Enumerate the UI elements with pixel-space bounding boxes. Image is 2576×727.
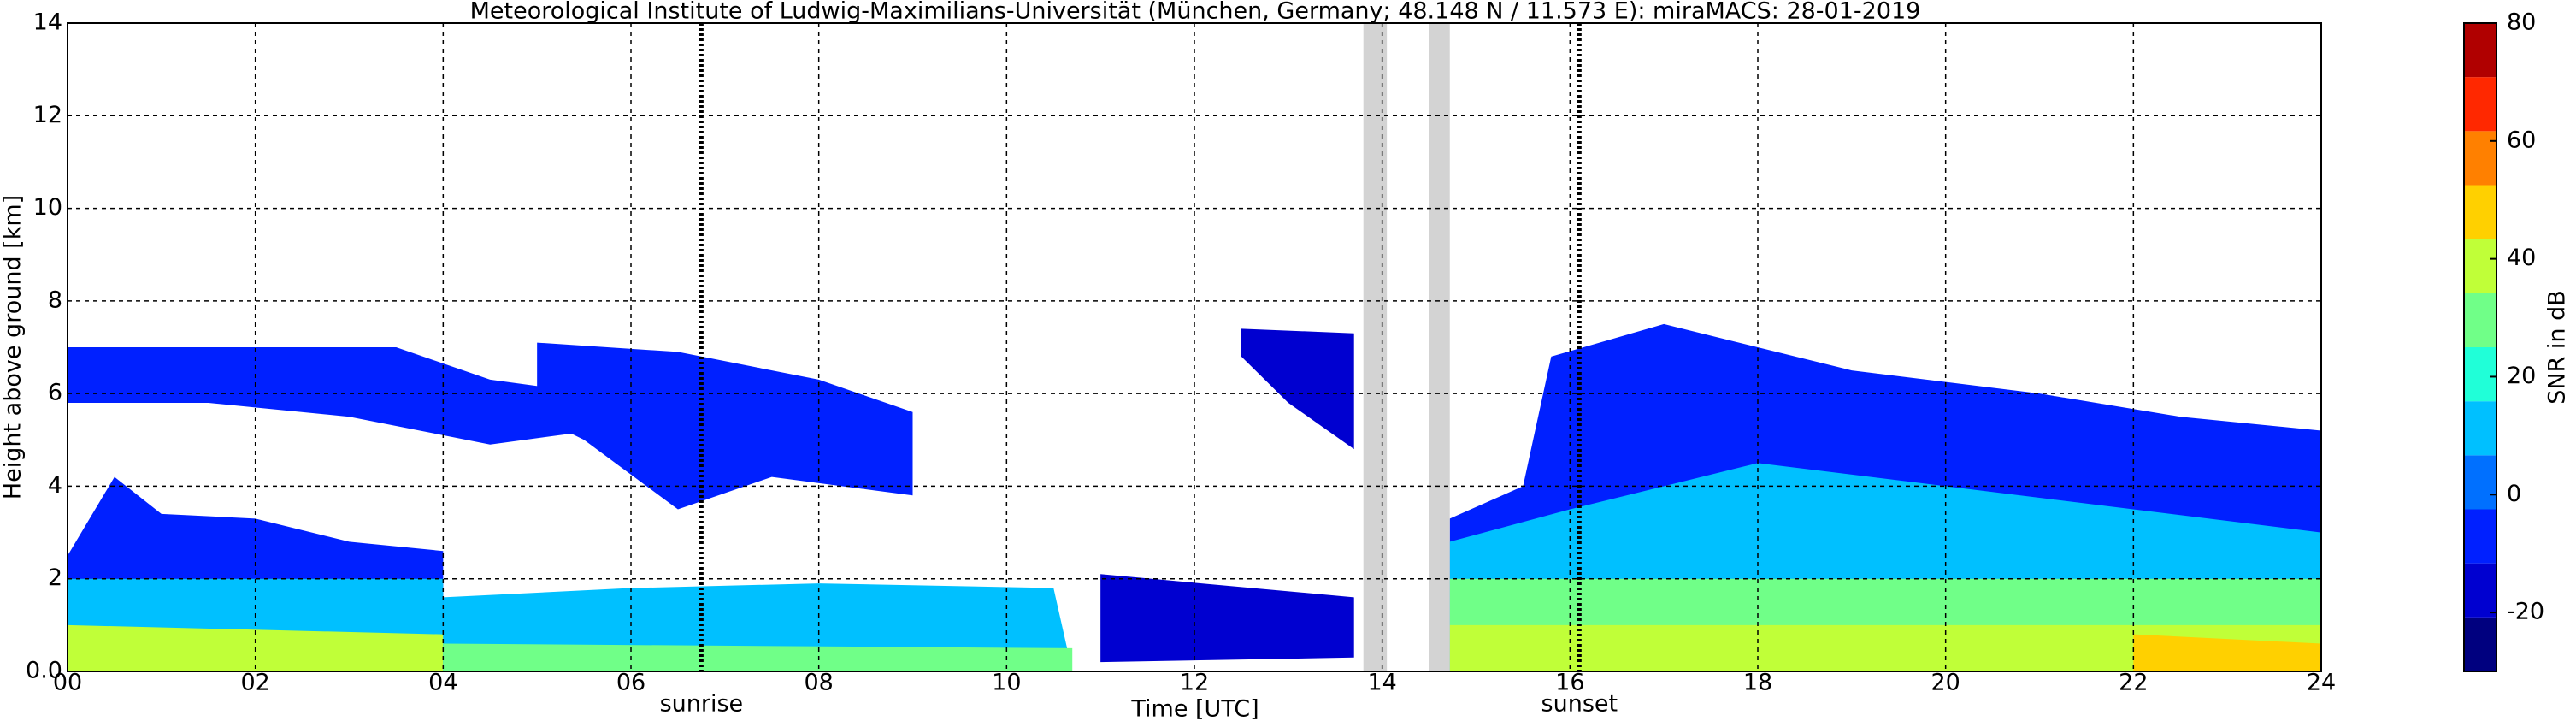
colorbar-tick-label: 80 xyxy=(2507,9,2536,36)
x-tick-label: 24 xyxy=(2307,670,2336,696)
plot-frame xyxy=(67,22,2322,672)
echo-region xyxy=(443,643,1073,671)
x-axis-label: Time [UTC] xyxy=(1130,696,1259,723)
event-label: sunset xyxy=(1541,691,1618,718)
x-tick-label: 12 xyxy=(1180,670,1209,696)
echo-region xyxy=(2133,634,2321,671)
colorbar-tick-label: 20 xyxy=(2507,363,2536,389)
x-tick-label: 08 xyxy=(804,670,833,696)
echo-region xyxy=(1449,624,2321,671)
x-tick-label: 22 xyxy=(2119,670,2148,696)
colorbar-label: SNR in dB xyxy=(2544,290,2571,405)
colorbar-tick-label: 60 xyxy=(2507,127,2536,153)
colorbar-segment xyxy=(2464,23,2496,78)
x-tick-label: 02 xyxy=(240,670,269,696)
colorbar-tick-label: 40 xyxy=(2507,245,2536,271)
y-tick-label: 4 xyxy=(48,472,62,499)
colorbar-segment xyxy=(2464,131,2496,186)
x-tick-label: 16 xyxy=(1555,670,1584,696)
colorbar-frame xyxy=(2463,22,2497,672)
colorbar-segment xyxy=(2464,293,2496,347)
colorbar-segment xyxy=(2464,563,2496,618)
y-axis-label: Height above ground [km] xyxy=(0,195,27,499)
y-tick-label: 0.0 xyxy=(26,658,62,684)
colorbar-segment xyxy=(2464,185,2496,239)
colorbar-segment xyxy=(2464,77,2496,132)
x-tick-label: 04 xyxy=(428,670,457,696)
x-tick-label: 00 xyxy=(53,670,82,696)
echo-region xyxy=(1241,328,1354,450)
colorbar-segment xyxy=(2464,617,2496,671)
y-tick-label: 14 xyxy=(33,9,62,36)
x-tick-label: 06 xyxy=(616,670,645,696)
event-label: sunrise xyxy=(660,691,744,718)
colorbar-segment xyxy=(2464,401,2496,456)
y-tick-label: 2 xyxy=(48,564,62,591)
data-gap xyxy=(1429,23,1450,671)
y-tick-label: 8 xyxy=(48,287,62,313)
y-tick-label: 6 xyxy=(48,380,62,406)
echo-region xyxy=(68,347,594,445)
y-tick-label: 12 xyxy=(33,102,62,128)
x-tick-label: 18 xyxy=(1743,670,1772,696)
y-tick-label: 10 xyxy=(33,194,62,221)
echo-region xyxy=(537,342,913,510)
colorbar-segment xyxy=(2464,347,2496,402)
echo-region xyxy=(1100,574,1354,663)
chart-title: Meteorological Institute of Ludwig-Maxim… xyxy=(470,0,1921,25)
data-gap xyxy=(1363,23,1388,671)
colorbar-segment xyxy=(2464,509,2496,564)
x-tick-label: 10 xyxy=(992,670,1021,696)
x-tick-label: 20 xyxy=(1931,670,1960,696)
colorbar-tick-label: -20 xyxy=(2507,599,2544,625)
colorbar-segment xyxy=(2464,455,2496,510)
x-tick-label: 14 xyxy=(1367,670,1396,696)
colorbar-tick-label: 0 xyxy=(2507,481,2521,507)
colorbar-segment xyxy=(2464,239,2496,293)
